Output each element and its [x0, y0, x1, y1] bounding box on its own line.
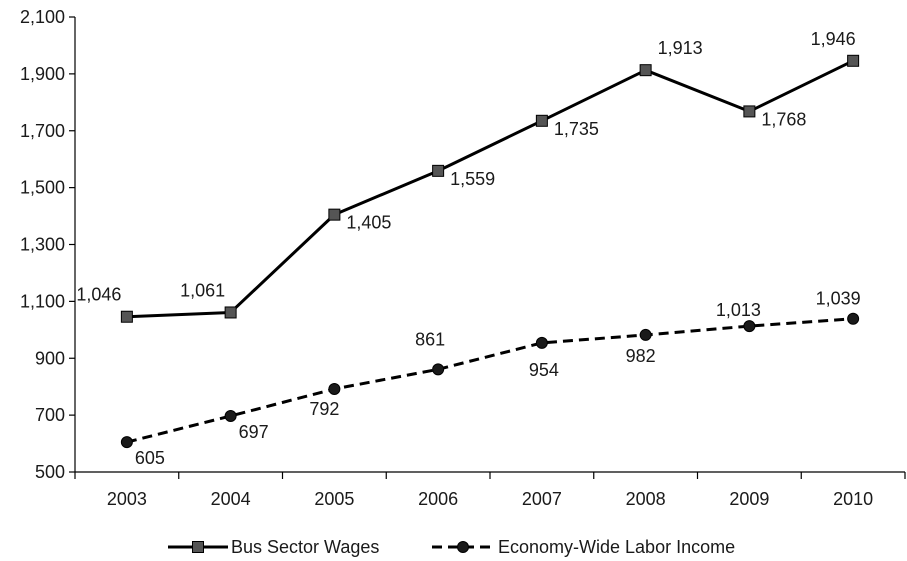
data-label: 605 [135, 448, 165, 468]
data-point-circle [743, 320, 756, 333]
series-line-2 [126, 317, 854, 444]
y-axis-ticks: 500 700 900 1,100 1,300 1,500 1,700 1,900 2,100 [20, 7, 75, 482]
series-group [120, 54, 860, 449]
data-point-square [847, 54, 860, 67]
data-point-square [743, 105, 756, 118]
data-labels: 1,046 1,061 1,405 1,559 1,735 1,913 1,768 1,946… [76, 29, 860, 468]
y-tick-label: 700 [35, 405, 65, 425]
x-tick-label: 2005 [314, 489, 354, 509]
data-label: 1,559 [450, 169, 495, 189]
data-label: 1,735 [554, 119, 599, 139]
data-point-square [639, 64, 652, 77]
data-point-square [224, 306, 237, 319]
legend-label: Economy-Wide Labor Income [498, 537, 735, 557]
data-point-circle [847, 312, 860, 325]
data-point-circle [328, 382, 341, 395]
y-tick-label: 900 [35, 348, 65, 368]
data-label: 1,768 [761, 109, 806, 129]
data-label: 1,046 [76, 285, 121, 305]
data-label: 792 [309, 399, 339, 419]
data-point-circle [224, 409, 237, 422]
data-point-circle [535, 336, 548, 349]
data-label: 982 [626, 346, 656, 366]
data-point-circle [639, 328, 652, 341]
x-tick-label: 2008 [626, 489, 666, 509]
y-tick-label: 2,100 [20, 7, 65, 27]
data-point-square [432, 164, 445, 177]
x-axis-ticks: 2003 2004 2005 2006 2007 2008 2009 2010 [74, 472, 906, 509]
x-tick-label: 2006 [418, 489, 458, 509]
data-label: 1,039 [816, 289, 861, 309]
y-tick-label: 1,700 [20, 121, 65, 141]
data-point-circle [120, 436, 133, 449]
legend-label: Bus Sector Wages [231, 537, 379, 557]
data-point-square [120, 310, 133, 323]
y-tick-label: 1,500 [20, 178, 65, 198]
series-line-1 [126, 59, 854, 319]
y-tick-label: 1,900 [20, 64, 65, 84]
y-tick-label: 1,100 [20, 291, 65, 311]
data-point-circle [432, 363, 445, 376]
data-label: 1,913 [658, 38, 703, 58]
data-point-square [328, 208, 341, 221]
y-tick-label: 500 [35, 462, 65, 482]
legend: Bus Sector Wages Economy-Wide Labor Incom… [168, 537, 735, 557]
data-point-square [535, 114, 548, 127]
data-label: 954 [529, 360, 559, 380]
x-tick-label: 2010 [833, 489, 873, 509]
data-label: 1,946 [811, 29, 856, 49]
x-tick-label: 2003 [107, 489, 147, 509]
x-tick-label: 2004 [211, 489, 251, 509]
x-tick-label: 2007 [522, 489, 562, 509]
data-label: 861 [415, 329, 445, 349]
legend-marker-circle [457, 541, 469, 553]
data-label: 1,061 [180, 280, 225, 300]
x-tick-label: 2009 [729, 489, 769, 509]
data-label: 1,405 [346, 213, 391, 233]
axes [74, 17, 905, 473]
legend-marker-square [192, 541, 204, 553]
y-tick-label: 1,300 [20, 235, 65, 255]
data-label: 697 [239, 422, 269, 442]
data-label: 1,013 [716, 300, 761, 320]
